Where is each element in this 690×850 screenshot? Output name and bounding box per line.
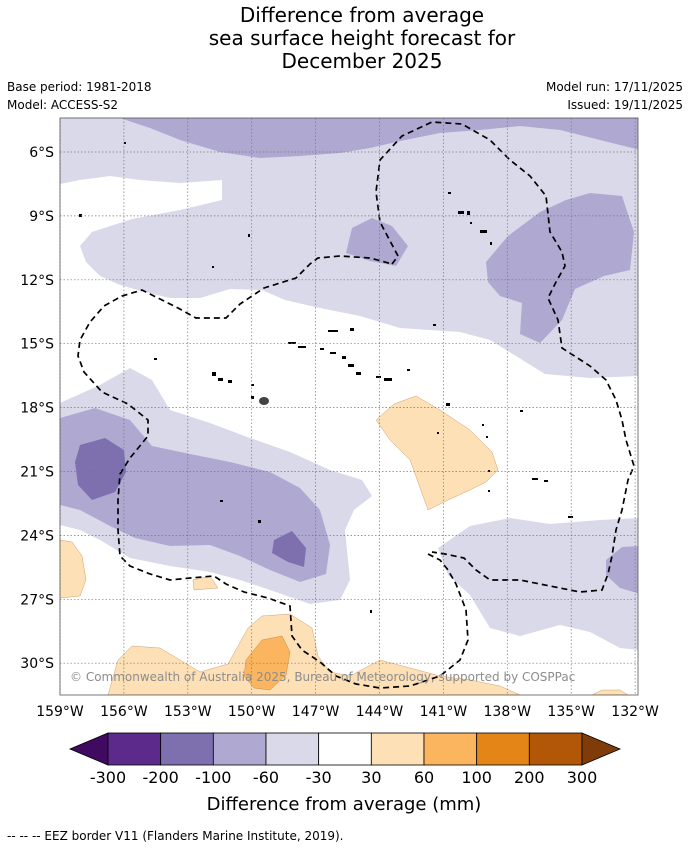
contour-neg100-southwest (75, 438, 126, 500)
contour-neg60-southwest (60, 408, 330, 582)
eez-footnote: -- -- -- EEZ border V11 (Flanders Marine… (7, 829, 344, 843)
map-title: Difference from average sea surface heig… (0, 4, 690, 73)
issued-date: Issued: 19/11/2025 (567, 98, 683, 112)
colorbar-tick-label: 300 (567, 768, 598, 787)
longitude-label: 132°W (611, 704, 659, 720)
copyright-notice: © Commonwealth of Australia 2025, Bureau… (70, 670, 575, 684)
colorbar-tick-labels: -300 -200 -100 -60 -30 30 60 100 200 300 (90, 768, 597, 787)
islands (79, 142, 573, 613)
colorbar-extend-low (68, 732, 109, 766)
title-line-2: sea surface height forecast for (208, 26, 516, 50)
colorbar (68, 732, 622, 766)
contour-neg60-east (486, 193, 634, 343)
latitude-label: 27°S (20, 592, 54, 608)
colorbar-segment (370, 732, 425, 766)
longitude-label: 135°W (547, 704, 595, 720)
eez-borders (77, 121, 635, 689)
colorbar-tick-label: 200 (514, 768, 545, 787)
colorbar-segment (265, 732, 320, 766)
meta-left: Base period: 1981-2018 Model: ACCESS-S2 (7, 78, 152, 114)
anomaly-field (60, 118, 638, 695)
colorbar-tick-label: 60 (414, 768, 434, 787)
longitude-label: 156°W (100, 704, 148, 720)
colorbar-segment (476, 732, 530, 766)
contour-neg60-north (60, 118, 638, 158)
latitude-label: 21°S (20, 465, 54, 481)
title-line-1: Difference from average (239, 3, 485, 27)
colorbar-segment (318, 732, 372, 766)
colorbar-extend-high (581, 732, 622, 766)
colorbar-tick-label: 100 (461, 768, 492, 787)
graticule (59, 118, 638, 695)
colorbar-segment (212, 732, 267, 766)
contour-pos30-center (375, 395, 499, 511)
latitude-labels: 6°S 9°S 12°S 15°S 18°S 21°S 24°S 27°S 30°S (20, 145, 54, 672)
longitude-label: 144°W (356, 704, 404, 720)
map-frame (59, 117, 639, 696)
longitude-labels: 159°W 156°W 153°W 150°W 147°W 144°W 141°W 138°W… (36, 704, 659, 720)
meta-right: Model run: 17/11/2025 Issued: 19/11/2025 (546, 78, 683, 114)
longitude-label: 153°W (164, 704, 212, 720)
contour-neg60-center (346, 218, 408, 266)
longitude-label: 147°W (292, 704, 340, 720)
base-period: Base period: 1981-2018 (7, 80, 152, 94)
colorbar-tick-label: -200 (143, 768, 179, 787)
latitude-label: 12°S (20, 273, 54, 289)
model-run: Model run: 17/11/2025 (545, 80, 683, 94)
colorbar-tick-label: -300 (90, 768, 126, 787)
longitude-label: 159°W (36, 704, 84, 720)
longitude-label: 150°W (228, 704, 276, 720)
contour-pos30-southeast (591, 689, 629, 695)
title-line-3: December 2025 (281, 49, 443, 73)
contour-pos30-west (60, 539, 87, 599)
latitude-label: 30°S (20, 656, 54, 672)
model-name: Model: ACCESS-S2 (7, 98, 119, 112)
contour-pos30-south (107, 613, 521, 695)
colorbar-segment (160, 732, 214, 766)
colorbar-tick-label: -30 (306, 768, 332, 787)
contour-pos30-small (192, 575, 219, 591)
colorbar-title: Difference from average (mm) (207, 794, 482, 815)
contour-neg30-southeast (438, 518, 638, 650)
latitude-label: 24°S (20, 528, 54, 544)
latitude-label: 9°S (29, 209, 54, 225)
longitude-label: 141°W (420, 704, 468, 720)
colorbar-tick-label: 30 (361, 768, 381, 787)
latitude-label: 18°S (20, 401, 54, 417)
latitude-label: 6°S (29, 145, 54, 161)
colorbar-tick-label: -60 (253, 768, 279, 787)
colorbar-tick-label: -100 (195, 768, 231, 787)
longitude-label: 138°W (484, 704, 532, 720)
contour-neg100-south (272, 531, 306, 567)
colorbar-segment (107, 732, 162, 766)
colorbar-segment (423, 732, 478, 766)
latitude-label: 15°S (20, 337, 54, 353)
contour-neg60-southeast (606, 546, 638, 594)
colorbar-segment (528, 732, 583, 766)
